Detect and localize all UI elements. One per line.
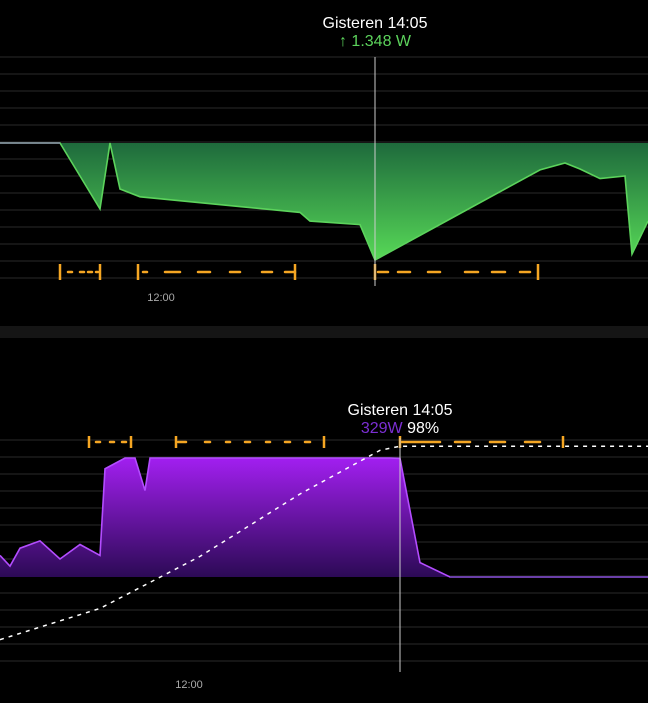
tooltip-title: Gisteren 14:05 <box>347 402 453 419</box>
tooltip-power: 329W <box>360 420 403 437</box>
production-area <box>0 143 648 260</box>
arrow-up-icon: ↑ <box>338 33 347 50</box>
state-of-charge-line <box>0 445 648 641</box>
tooltip-value-line: 329W 98% <box>348 420 453 438</box>
battery-chart-panel: 12:00 Gisteren 14:05 329W 98% <box>0 338 648 698</box>
production-line <box>0 142 648 262</box>
battery-power-line <box>0 457 648 578</box>
production-chart-panel: 12:00 Gisteren 14:05 ↑ 1.348 W <box>0 0 648 326</box>
tooltip-title: Gisteren 14:05 <box>322 15 428 32</box>
production-chart[interactable]: 12:00 <box>0 0 648 326</box>
tooltip-value-line: ↑ 1.348 W <box>323 33 428 51</box>
x-tick-label: 12:00 <box>147 292 175 304</box>
panel-divider <box>0 326 648 338</box>
tooltip-value: 1.348 W <box>351 33 412 50</box>
x-tick-label: 12:00 <box>175 679 203 691</box>
battery-tooltip: Gisteren 14:05 329W 98% <box>348 402 453 438</box>
battery-chart[interactable]: 12:00 <box>0 338 648 698</box>
battery-power-area <box>0 458 648 577</box>
tooltip-percent: 98% <box>407 420 440 437</box>
production-tooltip: Gisteren 14:05 ↑ 1.348 W <box>323 15 428 51</box>
